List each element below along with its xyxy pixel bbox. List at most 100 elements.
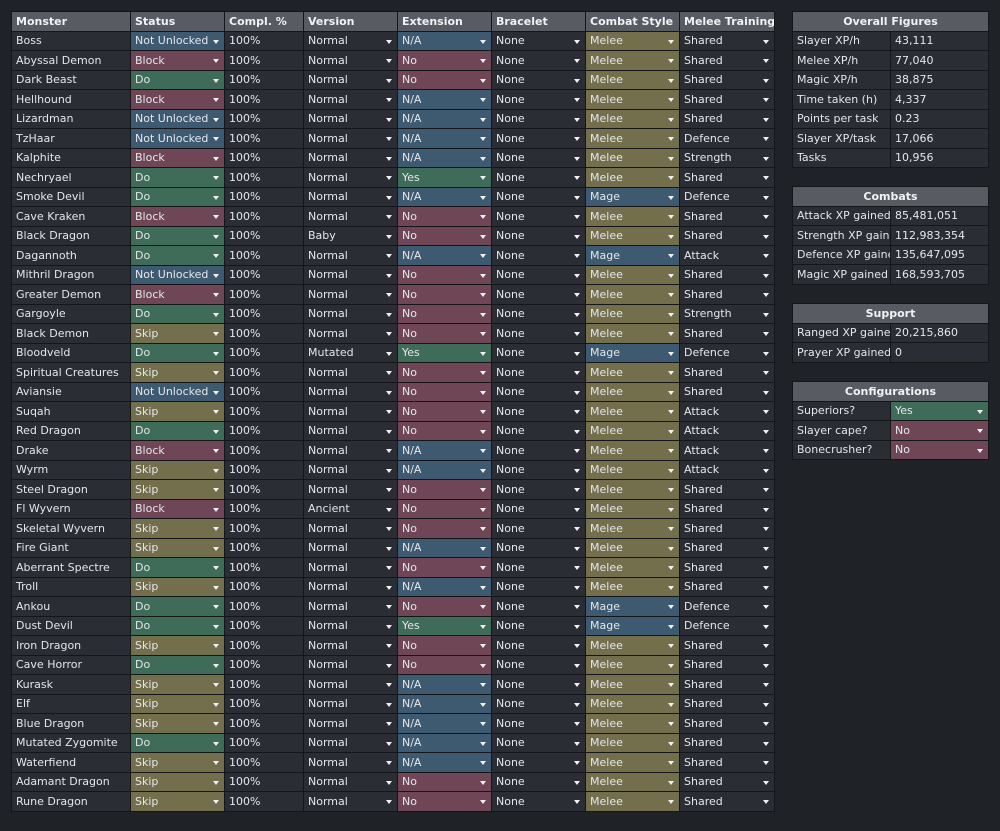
melee-training-dropdown[interactable]: Shared bbox=[679, 89, 775, 110]
bracelet-dropdown[interactable]: None bbox=[491, 557, 586, 578]
bracelet-dropdown[interactable]: None bbox=[491, 537, 586, 558]
melee-training-dropdown[interactable]: Defence bbox=[679, 615, 775, 636]
bracelet-dropdown[interactable]: None bbox=[491, 245, 586, 266]
melee-training-dropdown[interactable]: Shared bbox=[679, 264, 775, 285]
melee-training-dropdown[interactable]: Shared bbox=[679, 479, 775, 500]
bracelet-dropdown[interactable]: None bbox=[491, 459, 586, 480]
bracelet-dropdown[interactable]: None bbox=[491, 225, 586, 246]
status-dropdown[interactable]: Skip bbox=[130, 518, 225, 539]
combat-style-dropdown[interactable]: Mage bbox=[585, 596, 680, 617]
combat-style-dropdown[interactable]: Melee bbox=[585, 576, 680, 597]
bracelet-dropdown[interactable]: None bbox=[491, 89, 586, 110]
combat-style-dropdown[interactable]: Melee bbox=[585, 30, 680, 51]
config-dropdown[interactable]: No bbox=[890, 439, 989, 460]
version-dropdown[interactable]: Normal bbox=[303, 50, 398, 71]
status-dropdown[interactable]: Do bbox=[130, 596, 225, 617]
version-dropdown[interactable]: Normal bbox=[303, 732, 398, 753]
status-dropdown[interactable]: Skip bbox=[130, 323, 225, 344]
bracelet-dropdown[interactable]: None bbox=[491, 381, 586, 402]
version-dropdown[interactable]: Normal bbox=[303, 245, 398, 266]
config-dropdown[interactable]: Yes bbox=[890, 400, 989, 421]
status-dropdown[interactable]: Do bbox=[130, 342, 225, 363]
melee-training-dropdown[interactable]: Shared bbox=[679, 362, 775, 383]
extension-dropdown[interactable]: N/A bbox=[397, 576, 492, 597]
combat-style-dropdown[interactable]: Melee bbox=[585, 89, 680, 110]
status-dropdown[interactable]: Skip bbox=[130, 537, 225, 558]
extension-dropdown[interactable]: N/A bbox=[397, 674, 492, 695]
status-dropdown[interactable]: Skip bbox=[130, 576, 225, 597]
melee-training-dropdown[interactable]: Shared bbox=[679, 381, 775, 402]
bracelet-dropdown[interactable]: None bbox=[491, 498, 586, 519]
version-dropdown[interactable]: Normal bbox=[303, 752, 398, 773]
combat-style-dropdown[interactable]: Melee bbox=[585, 167, 680, 188]
version-dropdown[interactable]: Normal bbox=[303, 440, 398, 461]
melee-training-dropdown[interactable]: Shared bbox=[679, 713, 775, 734]
combat-style-dropdown[interactable]: Melee bbox=[585, 479, 680, 500]
melee-training-dropdown[interactable]: Shared bbox=[679, 69, 775, 90]
status-dropdown[interactable]: Not Unlocked bbox=[130, 108, 225, 129]
version-dropdown[interactable]: Normal bbox=[303, 479, 398, 500]
extension-dropdown[interactable]: No bbox=[397, 401, 492, 422]
status-dropdown[interactable]: Do bbox=[130, 303, 225, 324]
bracelet-dropdown[interactable]: None bbox=[491, 693, 586, 714]
combat-style-dropdown[interactable]: Mage bbox=[585, 186, 680, 207]
status-dropdown[interactable]: Block bbox=[130, 50, 225, 71]
combat-style-dropdown[interactable]: Mage bbox=[585, 245, 680, 266]
melee-training-dropdown[interactable]: Defence bbox=[679, 342, 775, 363]
melee-training-dropdown[interactable]: Shared bbox=[679, 167, 775, 188]
extension-dropdown[interactable]: Yes bbox=[397, 342, 492, 363]
version-dropdown[interactable]: Normal bbox=[303, 108, 398, 129]
extension-dropdown[interactable]: N/A bbox=[397, 459, 492, 480]
status-dropdown[interactable]: Skip bbox=[130, 479, 225, 500]
melee-training-dropdown[interactable]: Attack bbox=[679, 401, 775, 422]
version-dropdown[interactable]: Normal bbox=[303, 615, 398, 636]
version-dropdown[interactable]: Normal bbox=[303, 186, 398, 207]
status-dropdown[interactable]: Skip bbox=[130, 693, 225, 714]
version-dropdown[interactable]: Normal bbox=[303, 89, 398, 110]
status-dropdown[interactable]: Skip bbox=[130, 635, 225, 656]
version-dropdown[interactable]: Normal bbox=[303, 459, 398, 480]
melee-training-dropdown[interactable]: Shared bbox=[679, 635, 775, 656]
extension-dropdown[interactable]: N/A bbox=[397, 89, 492, 110]
bracelet-dropdown[interactable]: None bbox=[491, 576, 586, 597]
version-dropdown[interactable]: Normal bbox=[303, 576, 398, 597]
extension-dropdown[interactable]: No bbox=[397, 596, 492, 617]
extension-dropdown[interactable]: No bbox=[397, 635, 492, 656]
extension-dropdown[interactable]: No bbox=[397, 791, 492, 812]
extension-dropdown[interactable]: N/A bbox=[397, 108, 492, 129]
version-dropdown[interactable]: Normal bbox=[303, 596, 398, 617]
combat-style-dropdown[interactable]: Melee bbox=[585, 635, 680, 656]
combat-style-dropdown[interactable]: Melee bbox=[585, 284, 680, 305]
extension-dropdown[interactable]: No bbox=[397, 771, 492, 792]
extension-dropdown[interactable]: N/A bbox=[397, 147, 492, 168]
combat-style-dropdown[interactable]: Melee bbox=[585, 69, 680, 90]
combat-style-dropdown[interactable]: Melee bbox=[585, 791, 680, 812]
extension-dropdown[interactable]: No bbox=[397, 557, 492, 578]
combat-style-dropdown[interactable]: Melee bbox=[585, 50, 680, 71]
config-dropdown[interactable]: No bbox=[890, 420, 989, 441]
bracelet-dropdown[interactable]: None bbox=[491, 108, 586, 129]
combat-style-dropdown[interactable]: Melee bbox=[585, 440, 680, 461]
status-dropdown[interactable]: Skip bbox=[130, 713, 225, 734]
extension-dropdown[interactable]: No bbox=[397, 420, 492, 441]
extension-dropdown[interactable]: N/A bbox=[397, 128, 492, 149]
extension-dropdown[interactable]: No bbox=[397, 50, 492, 71]
bracelet-dropdown[interactable]: None bbox=[491, 323, 586, 344]
version-dropdown[interactable]: Normal bbox=[303, 674, 398, 695]
version-dropdown[interactable]: Normal bbox=[303, 381, 398, 402]
extension-dropdown[interactable]: No bbox=[397, 206, 492, 227]
bracelet-dropdown[interactable]: None bbox=[491, 69, 586, 90]
version-dropdown[interactable]: Normal bbox=[303, 557, 398, 578]
combat-style-dropdown[interactable]: Melee bbox=[585, 323, 680, 344]
version-dropdown[interactable]: Normal bbox=[303, 771, 398, 792]
melee-training-dropdown[interactable]: Shared bbox=[679, 518, 775, 539]
combat-style-dropdown[interactable]: Melee bbox=[585, 206, 680, 227]
extension-dropdown[interactable]: N/A bbox=[397, 30, 492, 51]
extension-dropdown[interactable]: N/A bbox=[397, 693, 492, 714]
melee-training-dropdown[interactable]: Strength bbox=[679, 147, 775, 168]
combat-style-dropdown[interactable]: Mage bbox=[585, 342, 680, 363]
status-dropdown[interactable]: Block bbox=[130, 284, 225, 305]
version-dropdown[interactable]: Normal bbox=[303, 128, 398, 149]
melee-training-dropdown[interactable]: Defence bbox=[679, 128, 775, 149]
status-dropdown[interactable]: Do bbox=[130, 557, 225, 578]
